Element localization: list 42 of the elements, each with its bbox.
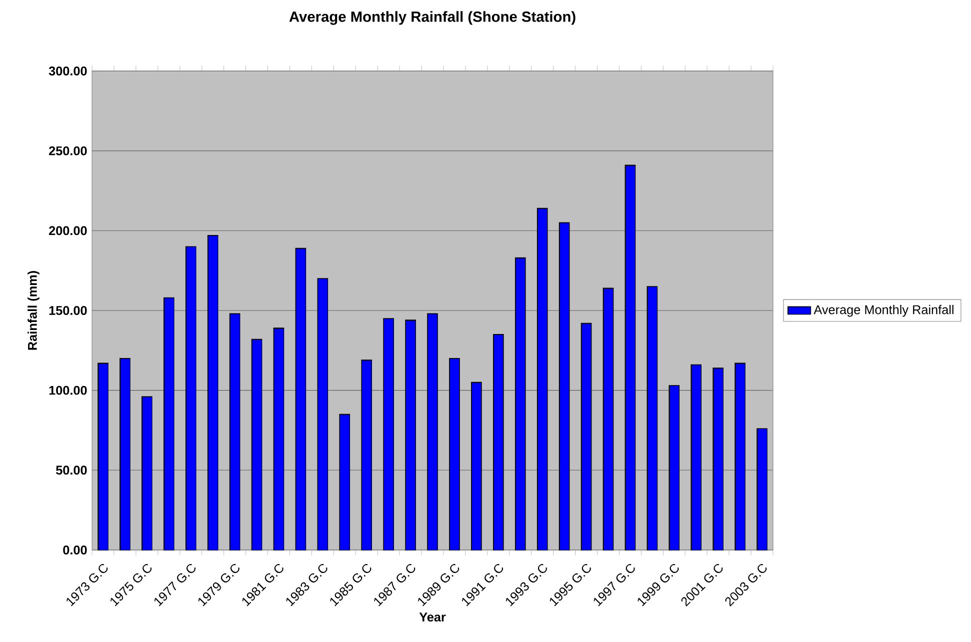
bar — [317, 278, 328, 550]
bar — [734, 362, 746, 550]
bar — [756, 428, 768, 550]
bar — [449, 358, 460, 550]
y-axis-title: Rainfall (mm) — [28, 271, 40, 350]
bar — [207, 235, 218, 550]
bar — [690, 364, 702, 550]
y-tick-label: 50.00 — [56, 466, 87, 475]
y-tick-label: 200.00 — [48, 226, 87, 236]
bar — [251, 338, 262, 550]
bar — [185, 246, 196, 550]
bar — [339, 414, 350, 550]
y-tick-label: 100.00 — [49, 386, 87, 395]
bar — [163, 297, 174, 550]
y-tick-label: 300.00 — [48, 66, 87, 76]
bar — [712, 368, 724, 550]
bar — [295, 248, 306, 550]
bar — [514, 257, 526, 550]
bar — [98, 362, 108, 550]
bar — [120, 358, 130, 550]
bar — [493, 334, 504, 550]
bar — [405, 320, 416, 550]
bar — [471, 382, 482, 550]
bar — [427, 313, 438, 550]
bar — [229, 313, 240, 550]
bar — [558, 222, 570, 550]
bar — [383, 318, 394, 550]
bar — [624, 164, 636, 550]
bar — [668, 385, 680, 550]
y-tick-label: 0.00 — [63, 546, 87, 554]
bar — [536, 208, 548, 550]
bar — [580, 322, 592, 550]
y-tick-label: 150.00 — [49, 306, 87, 315]
legend-label: Average Monthly Rainfall — [814, 304, 954, 317]
bar — [602, 288, 614, 550]
chart-title: Average Monthly Rainfall (Shone Station) — [289, 11, 576, 25]
bar — [273, 328, 284, 550]
y-tick-label: 250.00 — [48, 146, 87, 156]
bar — [646, 286, 658, 550]
bar — [361, 360, 372, 550]
x-axis-title: Year — [419, 612, 446, 622]
bar — [142, 396, 152, 550]
